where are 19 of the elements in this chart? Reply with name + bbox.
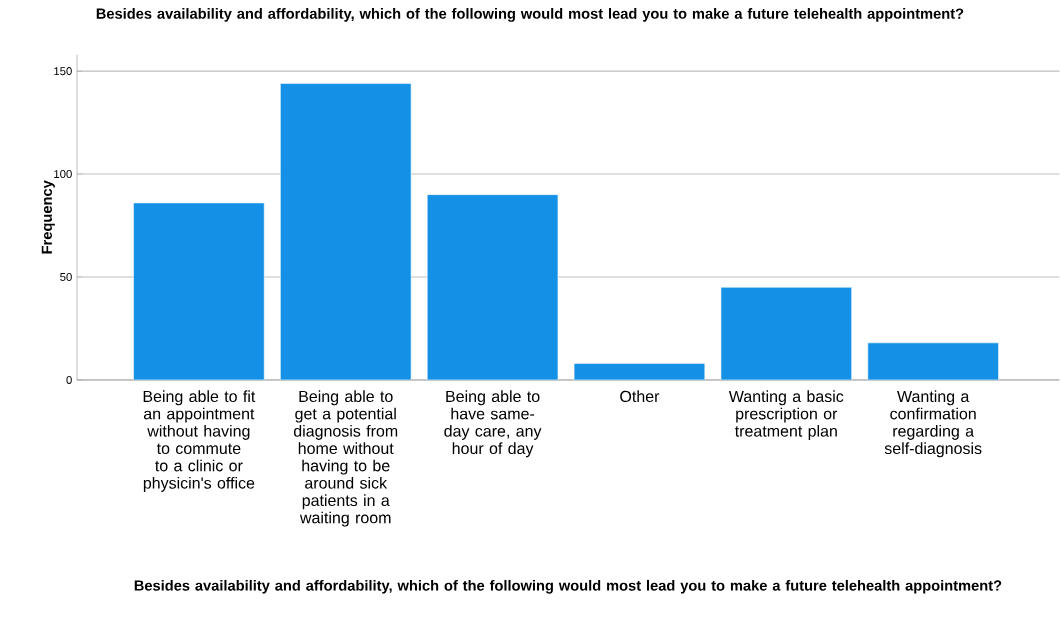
bar (720, 287, 852, 380)
bar (133, 202, 265, 380)
x-tick-label: Wanting a basic prescription or treatment plan (728, 390, 844, 440)
chart-title: Besides availability and affordability, which of the following would most lead you to make a future telehealth appointment? (96, 8, 964, 22)
bar (573, 363, 706, 380)
y-tick-label: 0 (66, 375, 72, 384)
y-tick-label: 150 (54, 67, 72, 76)
x-tick-label: Being able to have same-day care, any hour of day (444, 390, 542, 458)
x-tick-label: Being able to fit an appointment without having to commute to a clinic or physicin's office (143, 390, 256, 492)
y-tick-label: 100 (54, 170, 72, 179)
bar (280, 83, 412, 380)
bar (867, 342, 999, 380)
x-tick-label: Wanting a confirmation regarding a self-diagnosis (884, 390, 982, 458)
x-axis-title: Besides availability and affordability, which of the following would most lead you to make a future telehealth appointment? (134, 579, 1002, 594)
y-axis-title: Frequency (41, 180, 55, 254)
x-tick-label: Being able to get a potential diagnosis from home without having to be around sick patients in a waiting room (293, 390, 398, 527)
bar (426, 194, 559, 380)
x-tick-label: Other (620, 390, 660, 403)
y-tick-label: 50 (60, 273, 72, 282)
